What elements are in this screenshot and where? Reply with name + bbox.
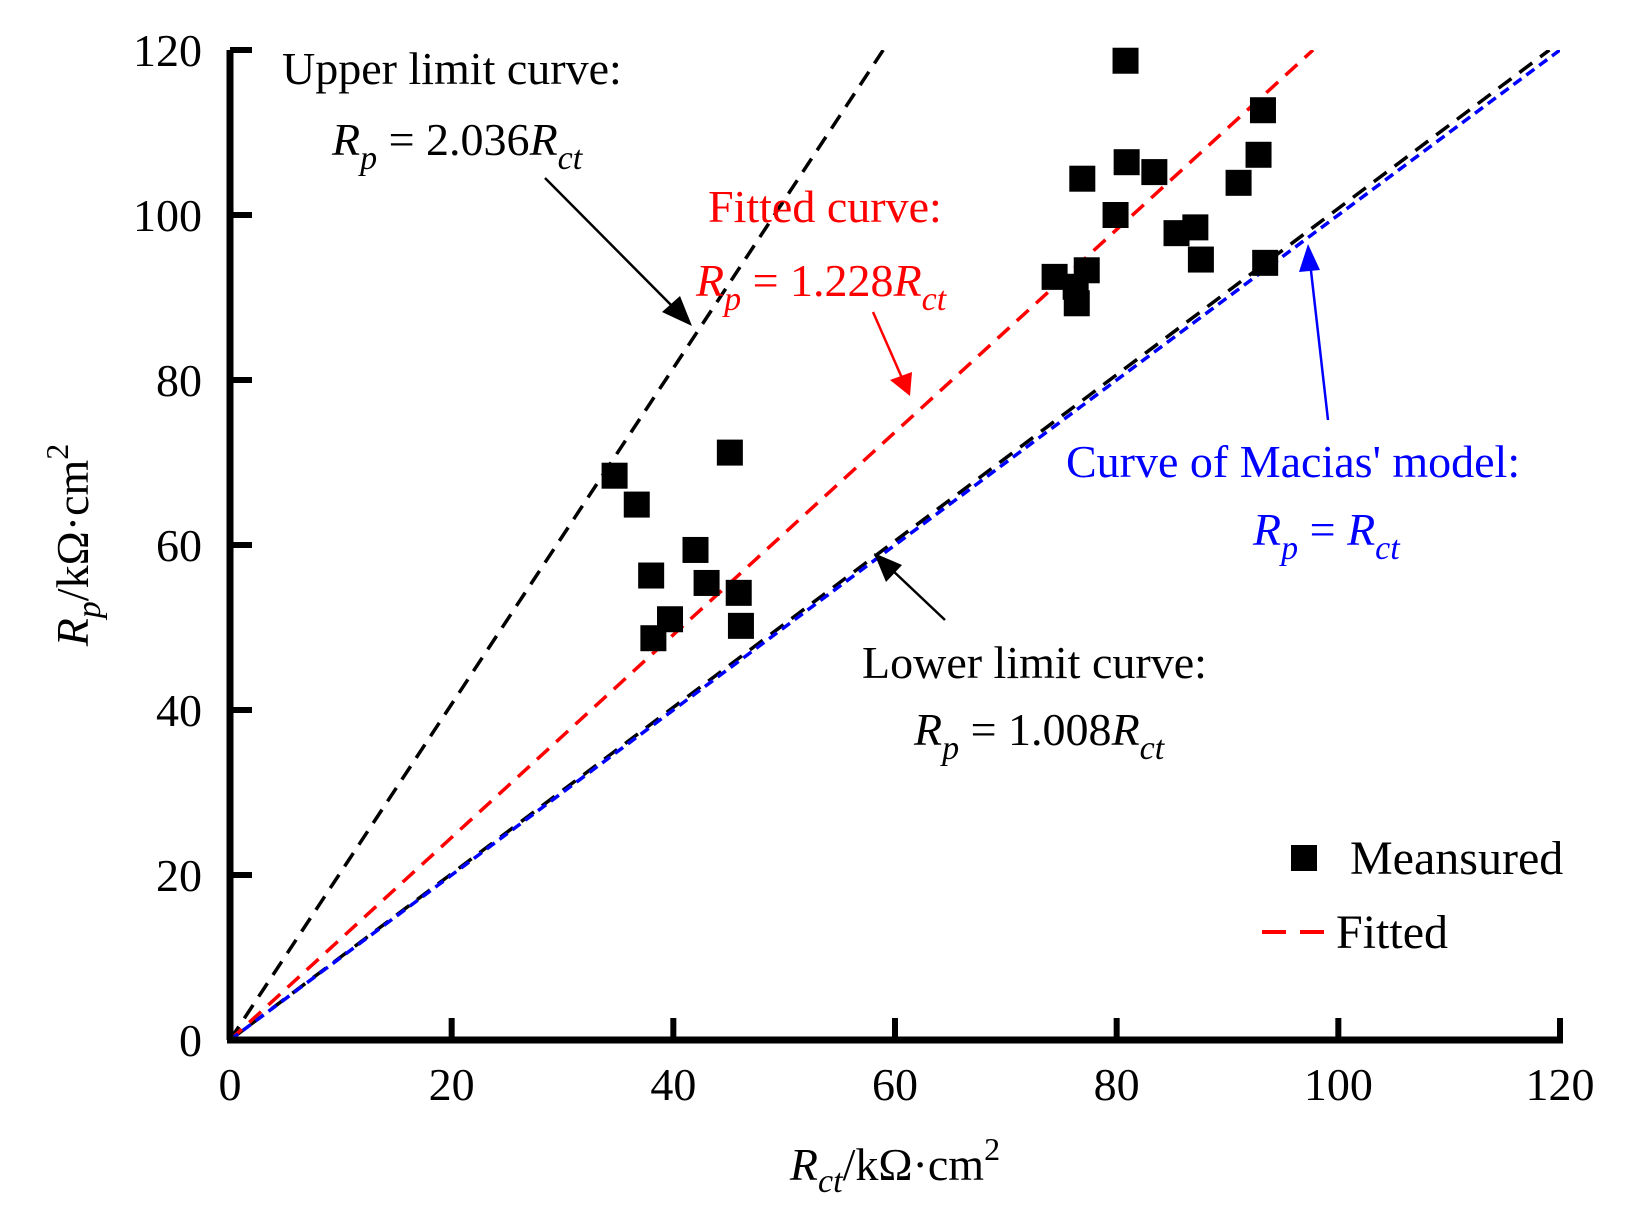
measured-point-16 <box>1102 202 1129 228</box>
ticks: 0 20 40 60 80 100 120 0 20 40 60 80 100 120 <box>133 25 1595 1110</box>
annotation-lower-arrowhead <box>874 553 902 582</box>
annotation-macias-arrowhead <box>1299 244 1320 272</box>
measured-point-15 <box>1073 257 1100 284</box>
annotation-upper-arrowhead <box>662 296 692 326</box>
y-tick-label-0: 0 <box>179 1015 202 1066</box>
measured-point-7 <box>693 569 720 596</box>
annotation-upper-equation: Rp = 2.036Rct <box>331 114 584 177</box>
measured-point-21 <box>1182 214 1209 241</box>
measured-point-23 <box>1225 169 1252 196</box>
measured-point-18 <box>1113 149 1140 176</box>
measured-point-1 <box>601 462 628 489</box>
measured-point-3 <box>638 562 665 589</box>
annotation-fitted: Fitted curve: Rp = 1.228Rct <box>695 181 948 396</box>
measured-point-9 <box>725 579 752 606</box>
annotation-upper-title: Upper limit curve: <box>282 43 622 94</box>
annotation-lower-equation: Rp = 1.008Rct <box>913 704 1166 767</box>
annotation-upper: Upper limit curve: Rp = 2.036Rct <box>282 43 692 326</box>
annotation-lower-title: Lower limit curve: <box>862 637 1207 688</box>
x-tick-label-40: 40 <box>650 1059 696 1110</box>
line-upper-limit-curve <box>230 50 885 1040</box>
measured-point-25 <box>1249 97 1276 124</box>
measured-point-5 <box>657 606 684 633</box>
measured-points <box>601 47 1279 652</box>
x-tick-label-100: 100 <box>1304 1059 1373 1110</box>
y-axis-label: Rp/kΩ·cm2 <box>39 444 108 648</box>
annotation-lower: Lower limit curve: Rp = 1.008Rct <box>862 553 1207 767</box>
y-tick-label-60: 60 <box>156 520 202 571</box>
x-tick-label-60: 60 <box>872 1059 918 1110</box>
y-tick-label-80: 80 <box>156 355 202 406</box>
legend: Meansured Fitted <box>1262 832 1563 959</box>
measured-point-22 <box>1187 246 1214 273</box>
x-tick-label-0: 0 <box>219 1059 242 1110</box>
legend-marker-measured <box>1291 845 1317 871</box>
model-lines <box>230 50 1560 1040</box>
y-tick-label-40: 40 <box>156 685 202 736</box>
measured-point-26 <box>1252 249 1279 276</box>
annotation-upper-arrow <box>544 177 679 313</box>
annotation-macias: Curve of Macias' model: Rp = Rct <box>1066 244 1520 567</box>
measured-point-13 <box>1063 290 1090 317</box>
measured-point-19 <box>1141 159 1168 186</box>
measured-point-17 <box>1112 47 1139 74</box>
y-tick-label-120: 120 <box>133 25 202 76</box>
x-tick-label-20: 20 <box>429 1059 475 1110</box>
annotation-fitted-arrow <box>871 311 904 379</box>
measured-point-8 <box>716 439 743 466</box>
measured-point-6 <box>682 536 709 563</box>
annotation-fitted-equation: Rp = 1.228Rct <box>695 255 948 318</box>
legend-label-fitted: Fitted <box>1336 906 1448 959</box>
x-tick-label-80: 80 <box>1094 1059 1140 1110</box>
y-tick-label-20: 20 <box>156 850 202 901</box>
x-tick-label-120: 120 <box>1526 1059 1595 1110</box>
measured-point-10 <box>727 612 754 639</box>
annotation-macias-equation: Rp = Rct <box>1252 504 1401 567</box>
y-tick-label-100: 100 <box>133 190 202 241</box>
annotation-fitted-arrowhead <box>890 372 912 396</box>
measured-point-2 <box>623 491 650 518</box>
annotation-lower-arrow <box>889 567 946 621</box>
legend-label-measured: Meansured <box>1350 832 1563 885</box>
line-curve-of-macias-model <box>230 50 1560 1040</box>
annotation-macias-title: Curve of Macias' model: <box>1066 436 1520 487</box>
measured-point-24 <box>1245 141 1272 168</box>
annotation-fitted-title: Fitted curve: <box>708 181 942 232</box>
measured-point-14 <box>1069 165 1096 192</box>
x-axis-label: Rct/kΩ·cm2 <box>789 1131 1000 1200</box>
line-fitted <box>230 50 1315 1040</box>
annotation-macias-arrow <box>1308 261 1330 421</box>
